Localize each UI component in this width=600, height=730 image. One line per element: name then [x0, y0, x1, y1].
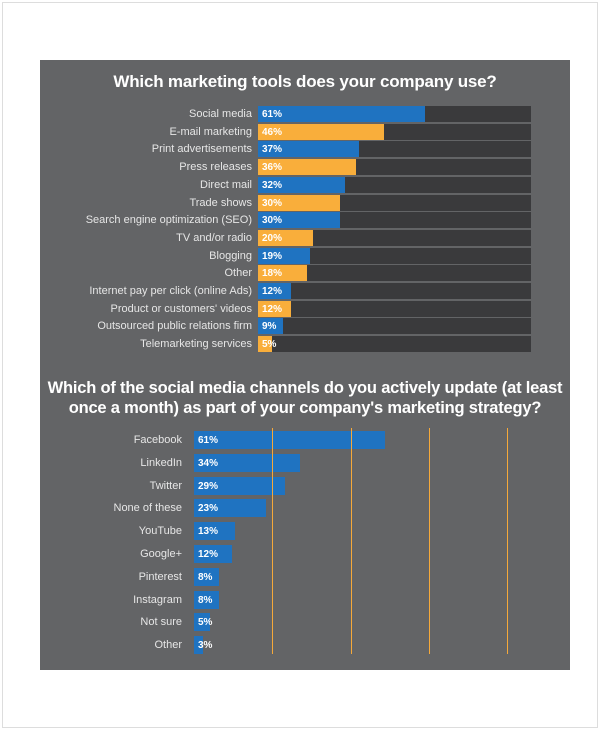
category-label: Trade shows	[189, 196, 252, 209]
value-label: 5%	[198, 617, 213, 629]
bar	[258, 265, 308, 282]
category-label: Outsourced public relations firm	[97, 320, 252, 333]
gridline	[507, 428, 508, 654]
bar	[194, 522, 235, 541]
value-label: 8%	[198, 594, 213, 606]
category-label: Direct mail	[200, 178, 252, 191]
category-label: Search engine optimization (SEO)	[85, 214, 252, 227]
category-label: Facebook	[133, 434, 182, 446]
value-label: 34%	[198, 457, 219, 469]
value-label: 12%	[198, 549, 219, 560]
value-label: 12%	[262, 303, 283, 315]
bar	[258, 159, 357, 176]
category-label: YouTube	[138, 525, 182, 538]
bar	[258, 300, 291, 317]
value-label: 32%	[262, 179, 283, 191]
bar-track	[258, 318, 531, 335]
bar	[194, 613, 210, 632]
value-label: 36%	[262, 162, 283, 174]
value-label: 18%	[262, 268, 283, 280]
value-label: 5%	[262, 339, 277, 351]
bar	[194, 499, 266, 518]
category-label: Print advertisements	[151, 143, 252, 156]
bar-track	[258, 265, 531, 282]
value-label: 12%	[262, 286, 283, 297]
category-label: Other	[154, 639, 182, 652]
value-label: 30%	[262, 197, 283, 209]
bar	[258, 176, 346, 193]
category-label: None of these	[113, 502, 183, 515]
value-label: 61%	[262, 109, 283, 120]
category-label: Twitter	[149, 479, 182, 492]
bar	[258, 229, 313, 246]
value-label: 13%	[198, 526, 219, 538]
category-label: LinkedIn	[140, 456, 182, 469]
bar	[258, 141, 359, 158]
value-label: 19%	[262, 250, 283, 262]
bar-track	[258, 336, 531, 353]
bar	[258, 283, 291, 299]
value-label: 37%	[262, 144, 283, 156]
value-label: 9%	[262, 321, 277, 333]
bar	[258, 106, 425, 122]
bar	[194, 567, 220, 586]
bar	[194, 431, 385, 449]
value-label: 30%	[262, 215, 283, 227]
category-label: Press releases	[179, 161, 252, 174]
category-label: E-mail marketing	[169, 125, 252, 138]
value-label: 8%	[198, 571, 213, 583]
category-label: Product or customers' videos	[110, 302, 253, 315]
bar-track	[258, 300, 531, 317]
value-label: 23%	[198, 503, 219, 515]
bar	[194, 545, 232, 563]
category-label: Blogging	[209, 249, 252, 262]
value-label: 29%	[198, 480, 219, 492]
category-label: Not sure	[140, 616, 182, 629]
chart2-title: Which of the social media channels do yo…	[47, 379, 563, 417]
bar	[194, 453, 301, 472]
category-label: Telemarketing services	[140, 338, 252, 351]
value-label: 20%	[262, 232, 283, 244]
bar-track	[258, 229, 531, 246]
bar	[258, 123, 384, 140]
bar	[194, 636, 204, 655]
bar-track	[258, 247, 531, 264]
value-label: 46%	[262, 126, 283, 138]
value-label: 61%	[198, 435, 219, 446]
chart1-title: Which marketing tools does your company …	[113, 72, 497, 91]
category-label: Instagram	[133, 593, 182, 606]
gridline	[350, 428, 352, 654]
bar	[194, 476, 285, 495]
value-label: 3%	[198, 640, 213, 652]
bar-track	[258, 283, 531, 299]
bar	[258, 318, 283, 335]
infographic-panel: Which marketing tools does your company …	[40, 60, 570, 670]
gridline	[272, 428, 274, 654]
bar	[258, 247, 310, 264]
category-label: Social media	[189, 108, 252, 120]
category-label: Pinterest	[138, 570, 182, 583]
category-label: Other	[224, 267, 252, 280]
bar	[258, 194, 340, 211]
bar	[258, 212, 340, 229]
bar	[194, 590, 220, 609]
category-label: TV and/or radio	[176, 231, 252, 244]
category-label: Internet pay per click (online Ads)	[89, 285, 252, 297]
category-label: Google+	[140, 548, 182, 560]
gridline	[428, 428, 430, 654]
bar	[258, 336, 272, 353]
